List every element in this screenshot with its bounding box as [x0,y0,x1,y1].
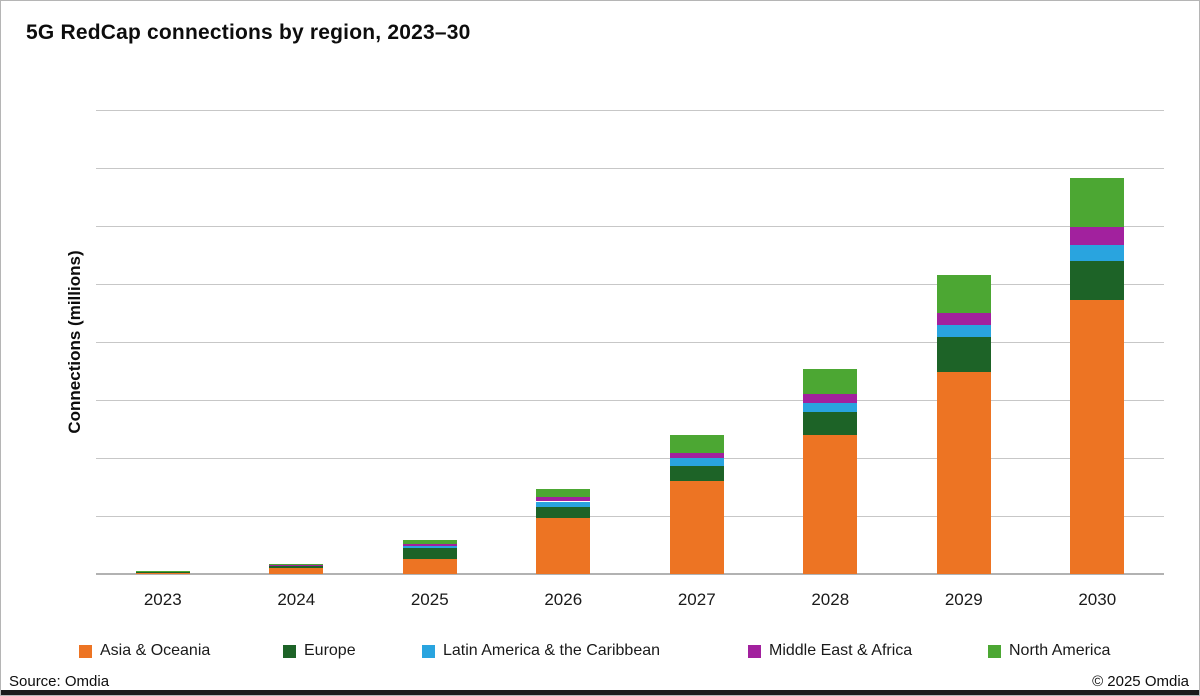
bar-2026-asia-oceania [536,518,591,574]
bar-2027-latin-america-the-caribbean [669,458,724,467]
bar-2030-europe [1070,260,1125,301]
bar-2023-asia-oceania [135,572,190,574]
bar-2029-middle-east-africa [936,313,991,326]
bar-2028-middle-east-africa [803,394,858,404]
legend-label-latin-america-the-caribbean: Latin America & the Caribbean [443,642,661,659]
bar-2028-north-america [803,368,858,395]
bar-2023-europe [135,571,190,573]
y-axis-label: Connections (millions) [65,250,84,434]
x-tick-2027: 2027 [677,590,716,609]
x-tick-2026: 2026 [544,590,583,609]
bar-2028-latin-america-the-caribbean [803,403,858,412]
gridline [96,342,1164,343]
bar-2029-north-america [936,274,991,313]
bar-2029-asia-oceania [936,372,991,574]
x-tick-2025: 2025 [410,590,449,609]
x-tick-2028: 2028 [811,590,850,609]
bar-2027-europe [669,466,724,482]
legend-swatch-europe [283,644,296,658]
bar-2027-asia-oceania [669,481,724,574]
gridline [96,284,1164,285]
gridline [96,226,1164,227]
bar-2027-north-america [669,435,724,453]
x-tick-2023: 2023 [143,590,182,609]
legend-label-north-america: North America [1009,642,1111,659]
legend-item-latin-america-the-caribbean: Latin America & the Caribbean [422,642,660,660]
bar-2030-north-america [1070,178,1125,228]
bar-2028-asia-oceania [803,434,858,574]
legend-item-middle-east-africa: Middle East & Africa [748,642,912,660]
legend-label-middle-east-africa: Middle East & Africa [769,642,913,659]
bar-2025-latin-america-the-caribbean [402,546,457,549]
x-axis-line [96,573,1164,575]
legend-item-europe: Europe [283,642,356,660]
chart-title: 5G RedCap connections by region, 2023–30 [26,21,471,44]
bar-2029-latin-america-the-caribbean [936,325,991,338]
legend-swatch-asia-oceania [79,644,92,658]
copyright-text: © 2025 Omdia [1092,673,1189,690]
bar-2026-north-america [536,488,591,498]
bar-2029-europe [936,337,991,373]
legend-item-asia-oceania: Asia & Oceania [79,642,210,660]
bar-2025-middle-east-africa [402,544,457,547]
legend-swatch-middle-east-africa [748,644,761,658]
bar-2026-europe [536,506,591,519]
legend-swatch-latin-america-the-caribbean [422,644,435,658]
legend-label-europe: Europe [304,642,356,659]
bar-2028-europe [803,411,858,435]
bar-2026-latin-america-the-caribbean [536,501,591,507]
bar-2025-north-america [402,539,457,545]
bar-2030-asia-oceania [1070,300,1125,574]
bar-2026-middle-east-africa [536,497,591,502]
gridline [96,458,1164,459]
bar-2025-asia-oceania [402,558,457,574]
x-tick-2030: 2030 [1078,590,1117,609]
gridline [96,516,1164,517]
bottom-bar [1,690,1199,695]
bar-2030-latin-america-the-caribbean [1070,245,1125,261]
bar-2024-europe [269,565,324,569]
x-tick-2029: 2029 [944,590,983,609]
gridline [96,110,1164,111]
bar-2025-europe [402,548,457,559]
bar-2024-north-america [269,563,324,565]
legend-swatch-north-america [988,644,1001,658]
x-tick-2024: 2024 [277,590,316,609]
legend-label-asia-oceania: Asia & Oceania [100,642,211,659]
bar-2030-middle-east-africa [1070,227,1125,246]
gridline [96,400,1164,401]
bar-2027-middle-east-africa [669,452,724,458]
gridline [96,168,1164,169]
legend-item-north-america: North America [988,642,1110,660]
bar-2024-asia-oceania [269,568,324,574]
source-text: Source: Omdia [9,673,110,690]
